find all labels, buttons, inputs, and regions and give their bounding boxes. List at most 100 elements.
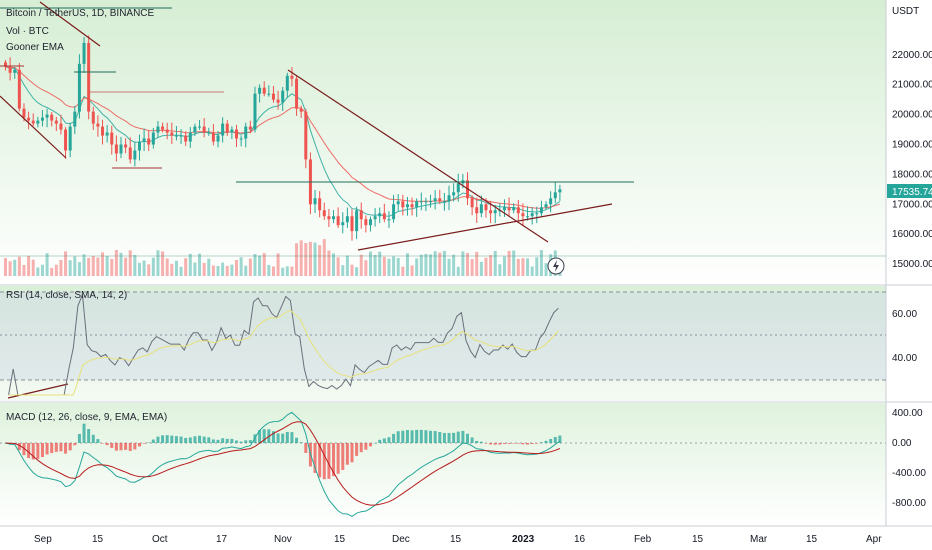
macd-histogram-bar <box>447 432 451 443</box>
macd-histogram-bar <box>211 439 215 443</box>
candle-body <box>142 138 146 142</box>
candle-body <box>82 42 86 64</box>
volume-bar <box>239 257 243 276</box>
candle-body <box>456 183 460 193</box>
macd-histogram-bar <box>101 443 105 444</box>
macd-histogram-bar <box>466 433 469 443</box>
volume-bar <box>456 266 460 276</box>
uptrend-line[interactable] <box>357 203 613 251</box>
time-tick-label: Apr <box>866 534 882 545</box>
macd-histogram-bar <box>59 443 63 452</box>
candle-body <box>549 198 553 205</box>
lightning-alert-icon[interactable] <box>547 257 565 275</box>
candle-body <box>355 210 359 232</box>
macd-histogram-bar <box>216 439 220 443</box>
candle-body <box>216 135 220 142</box>
candle-body <box>405 204 409 208</box>
candle-body <box>137 141 141 151</box>
macd-histogram-bar <box>359 443 363 453</box>
volume-bar <box>147 264 151 276</box>
macd-histogram-bar <box>498 443 502 445</box>
candle-body <box>502 207 506 211</box>
time-tick-label: Feb <box>634 534 652 545</box>
macd-histogram-bar <box>558 435 562 443</box>
volume-bar <box>489 255 493 276</box>
macd-histogram-bar <box>244 440 248 443</box>
volume-bar <box>475 251 479 276</box>
macd-histogram-bar <box>470 437 474 443</box>
ema-indicator-label: Gooner EMA <box>6 42 64 53</box>
drawings[interactable] <box>0 1 886 399</box>
macd-histogram-bar <box>271 431 275 443</box>
volume-bar <box>82 254 86 276</box>
rsi-trend-line[interactable] <box>7 383 69 399</box>
macd-histogram-bar <box>387 437 391 443</box>
trend-line[interactable] <box>39 1 101 47</box>
volume-bar <box>68 260 72 276</box>
candle-body <box>433 198 437 202</box>
volume-bar <box>512 250 516 276</box>
rsi-tick-label: 40.00 <box>892 353 917 364</box>
macd-histogram-bar <box>161 435 165 443</box>
macd-histogram-bar <box>151 439 155 443</box>
time-axis[interactable]: Sep 15 Oct 17 Nov 15 Dec 15 2023 16 Feb 15 Mar 15 Apr <box>34 534 882 545</box>
macd-histogram-bar <box>45 443 49 455</box>
candle-body <box>558 189 562 193</box>
candle-body <box>235 129 238 139</box>
candle-body <box>239 138 243 140</box>
downtrend-line[interactable] <box>287 69 549 243</box>
price-tick-label: 15000.00 <box>892 259 932 270</box>
price-tick-label: 21000.00 <box>892 80 932 91</box>
macd-histogram-bar <box>345 443 349 465</box>
volume-bar <box>419 254 423 276</box>
macd-histogram-bar <box>336 443 340 474</box>
time-tick-label: 2023 <box>512 534 535 545</box>
volume-bar <box>290 266 294 276</box>
macd-histogram-bar <box>410 430 414 443</box>
macd-histogram-bar <box>415 429 419 443</box>
macd-histogram-bar <box>27 443 31 459</box>
volume-bar <box>4 257 7 276</box>
macd-histogram-bar <box>489 443 493 445</box>
macd-histogram <box>4 411 562 517</box>
volume-bar <box>59 260 63 276</box>
macd-histogram-bar <box>373 442 377 444</box>
volume-bar <box>382 256 386 276</box>
candle-body <box>119 144 123 154</box>
volume-bar <box>91 256 95 276</box>
candle-body <box>193 126 197 133</box>
macd-histogram-bar <box>429 430 433 443</box>
macd-histogram-bar <box>248 440 252 443</box>
volume-bar <box>64 251 68 276</box>
macd-histogram-bar <box>281 433 285 443</box>
candle-body <box>271 93 275 100</box>
volume-bar <box>308 241 312 276</box>
macd-histogram-bar <box>221 438 225 443</box>
candle-body <box>341 222 345 226</box>
candle-body <box>68 126 72 151</box>
candle-body <box>258 87 262 94</box>
volume-bar <box>244 265 248 276</box>
candle-body <box>526 216 530 218</box>
candle-body <box>230 129 234 133</box>
candle-body <box>475 207 479 214</box>
macd-axis[interactable]: -800.00 -400.00 0.00 400.00 <box>892 408 926 509</box>
candle-body <box>442 201 446 203</box>
macd-tick-label: 400.00 <box>892 408 923 419</box>
macd-histogram-bar <box>174 436 178 443</box>
macd-histogram-bar <box>230 438 234 443</box>
price-axis[interactable]: 15000.00 16000.00 17000.00 18000.00 19000.00… <box>892 50 932 270</box>
candle-body <box>101 126 105 136</box>
macd-histogram-bar <box>535 443 539 444</box>
macd-histogram-bar <box>313 443 317 473</box>
volume-bar <box>105 255 109 276</box>
rsi-axis[interactable]: 40.00 60.00 <box>892 309 917 364</box>
candle-body <box>128 147 132 160</box>
volume-bar <box>211 265 215 276</box>
macd-histogram-bar <box>179 436 183 443</box>
macd-histogram-bar <box>17 443 21 451</box>
trend-line[interactable] <box>0 95 67 159</box>
candle-body <box>512 207 516 211</box>
candle-body <box>262 87 266 94</box>
